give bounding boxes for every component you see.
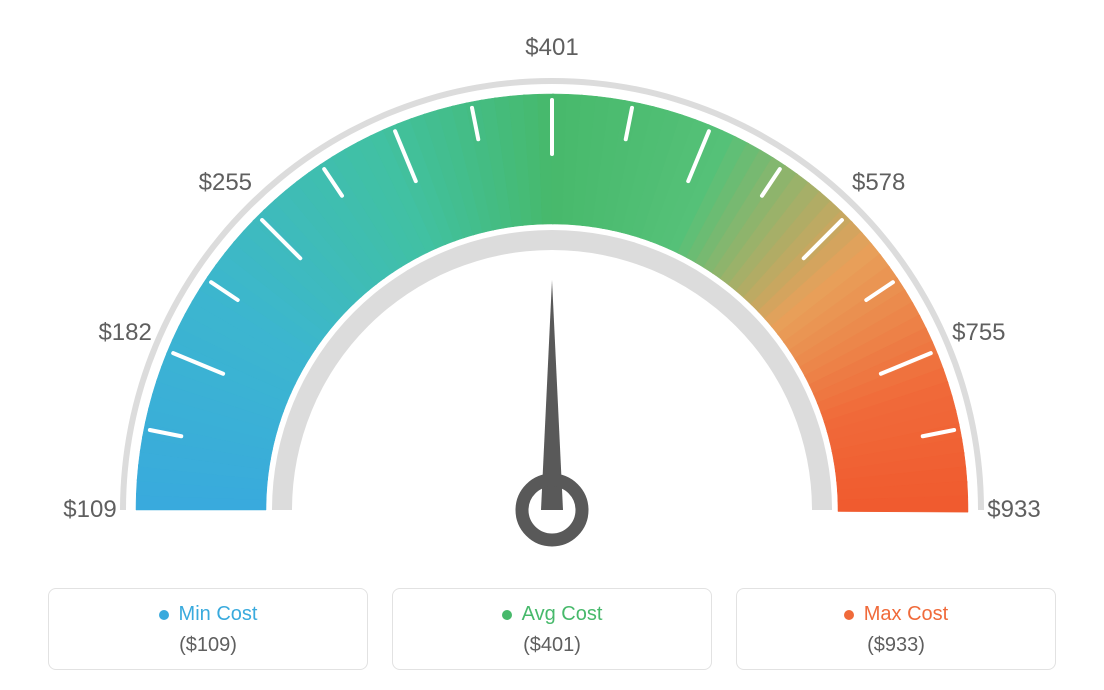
legend-card-max: Max Cost ($933) [736, 588, 1056, 670]
legend-value-avg: ($401) [403, 634, 701, 657]
legend-dot-avg [502, 610, 512, 620]
legend-value-min: ($109) [59, 634, 357, 657]
gauge-scale-label: $755 [952, 319, 1005, 347]
legend-row: Min Cost ($109) Avg Cost ($401) Max Cost… [0, 588, 1104, 670]
legend-card-min: Min Cost ($109) [48, 588, 368, 670]
gauge-scale-label: $933 [987, 496, 1040, 524]
gauge-scale-label: $255 [199, 169, 252, 197]
legend-label-max: Max Cost [864, 603, 948, 626]
legend-dot-max [844, 610, 854, 620]
gauge-scale-label: $109 [63, 496, 116, 524]
legend-label-avg: Avg Cost [522, 603, 603, 626]
cost-gauge: $109 $182 $255 $401 $578 $755 $933 [0, 0, 1104, 560]
gauge-svg [0, 0, 1104, 560]
gauge-scale-label: $578 [852, 169, 905, 197]
gauge-scale-label: $401 [525, 34, 578, 62]
legend-value-max: ($933) [747, 634, 1045, 657]
legend-dot-min [159, 610, 169, 620]
legend-card-avg: Avg Cost ($401) [392, 588, 712, 670]
gauge-scale-label: $182 [98, 319, 151, 347]
legend-label-min: Min Cost [179, 603, 258, 626]
